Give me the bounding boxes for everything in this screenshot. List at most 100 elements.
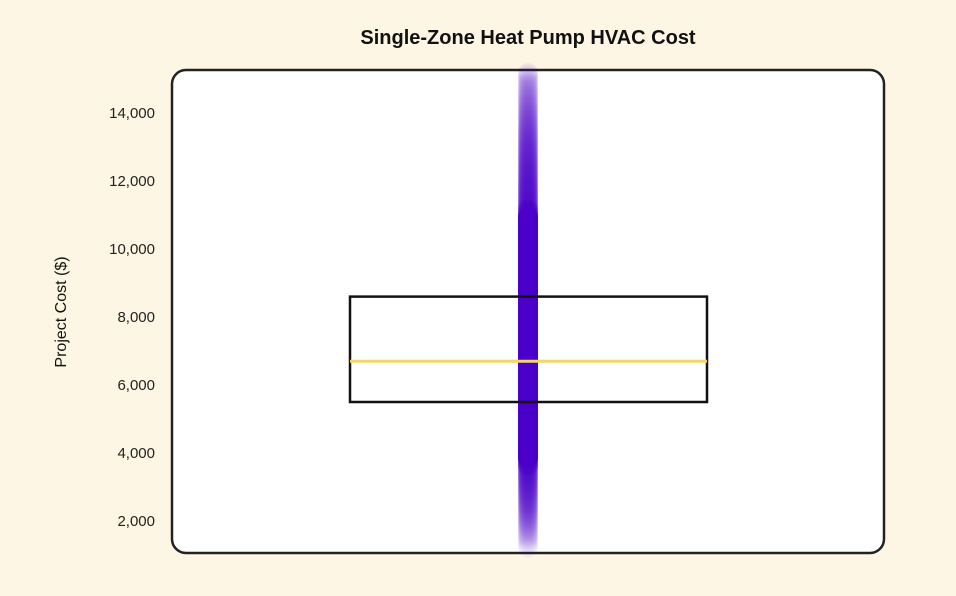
data-point	[518, 103, 538, 123]
data-point	[518, 493, 538, 514]
data-point	[518, 477, 538, 497]
data-point	[518, 124, 538, 145]
data-point	[518, 119, 538, 140]
data-point	[518, 105, 538, 126]
data-point	[518, 527, 538, 548]
data-point	[518, 171, 538, 191]
data-point	[518, 128, 538, 149]
data-point	[518, 474, 538, 495]
y-tick-label: 8,000	[117, 309, 155, 326]
data-point	[518, 154, 538, 175]
data-point	[518, 89, 538, 110]
data-point	[518, 184, 538, 205]
data-point	[518, 462, 538, 483]
data-point	[518, 508, 538, 529]
data-point	[518, 519, 538, 540]
data-point	[518, 145, 538, 166]
data-point	[518, 463, 538, 484]
data-point	[518, 485, 538, 506]
data-point	[518, 146, 538, 167]
data-point	[518, 158, 538, 179]
data-point	[518, 521, 538, 542]
data-point	[518, 494, 538, 515]
data-point	[518, 172, 538, 193]
y-tick-label: 10,000	[109, 241, 155, 258]
data-point	[518, 482, 538, 503]
points-dense-band	[518, 208, 538, 467]
data-point	[518, 512, 538, 533]
data-point	[518, 123, 538, 144]
data-point	[518, 161, 538, 182]
data-point	[518, 139, 538, 160]
y-tick-label: 4,000	[117, 445, 155, 462]
iqr-box	[348, 295, 709, 404]
data-point	[518, 490, 538, 511]
data-point	[518, 190, 538, 211]
data-point	[518, 470, 538, 491]
data-point	[518, 126, 538, 147]
data-point	[518, 151, 538, 172]
data-point	[518, 191, 538, 212]
data-point	[518, 107, 538, 128]
data-point	[518, 185, 538, 206]
data-point	[518, 471, 538, 492]
y-axis-label: Project Cost ($)	[53, 256, 70, 367]
data-point	[518, 134, 538, 155]
data-point	[518, 179, 538, 200]
data-point	[518, 509, 538, 530]
data-point	[518, 97, 538, 118]
data-point	[518, 122, 538, 143]
data-point	[518, 82, 538, 103]
data-point	[518, 177, 538, 198]
y-tick-label: 2,000	[117, 513, 155, 530]
data-point	[518, 62, 538, 82]
data-point	[518, 120, 538, 141]
data-point	[518, 81, 538, 102]
data-point	[518, 162, 538, 183]
data-point	[518, 153, 538, 174]
chart-title: Single-Zone Heat Pump HVAC Cost	[360, 27, 696, 49]
data-point	[518, 496, 538, 517]
data-point	[518, 523, 538, 544]
data-point	[518, 104, 538, 125]
data-point	[518, 525, 538, 546]
data-point	[518, 113, 538, 134]
data-point	[518, 156, 538, 177]
data-point	[518, 75, 538, 96]
data-point	[518, 504, 538, 525]
data-point	[518, 524, 538, 545]
data-point	[518, 478, 538, 499]
data-point	[518, 117, 538, 138]
data-point	[518, 173, 538, 194]
data-point	[518, 83, 538, 104]
data-point	[518, 500, 538, 521]
data-point	[518, 115, 538, 136]
data-point	[518, 70, 538, 91]
data-point	[518, 481, 538, 502]
data-point	[518, 181, 538, 202]
y-tick-label: 12,000	[109, 173, 155, 190]
data-point	[518, 498, 538, 519]
data-point	[518, 180, 538, 201]
data-point	[518, 100, 538, 121]
data-point	[518, 71, 538, 92]
data-point	[518, 150, 538, 171]
data-point	[518, 515, 538, 536]
data-point	[518, 142, 538, 163]
data-point	[518, 137, 538, 157]
data-point	[518, 483, 538, 504]
data-point	[518, 88, 538, 109]
data-point	[518, 486, 538, 507]
data-point	[518, 468, 538, 489]
data-point	[518, 111, 538, 132]
data-point	[518, 149, 538, 170]
data-point	[518, 497, 538, 518]
data-point	[518, 116, 538, 137]
data-point	[518, 513, 538, 534]
data-point	[518, 147, 538, 168]
y-tick-label: 6,000	[117, 377, 155, 394]
data-point	[518, 138, 538, 159]
data-point	[518, 127, 538, 148]
data-point	[518, 467, 538, 488]
